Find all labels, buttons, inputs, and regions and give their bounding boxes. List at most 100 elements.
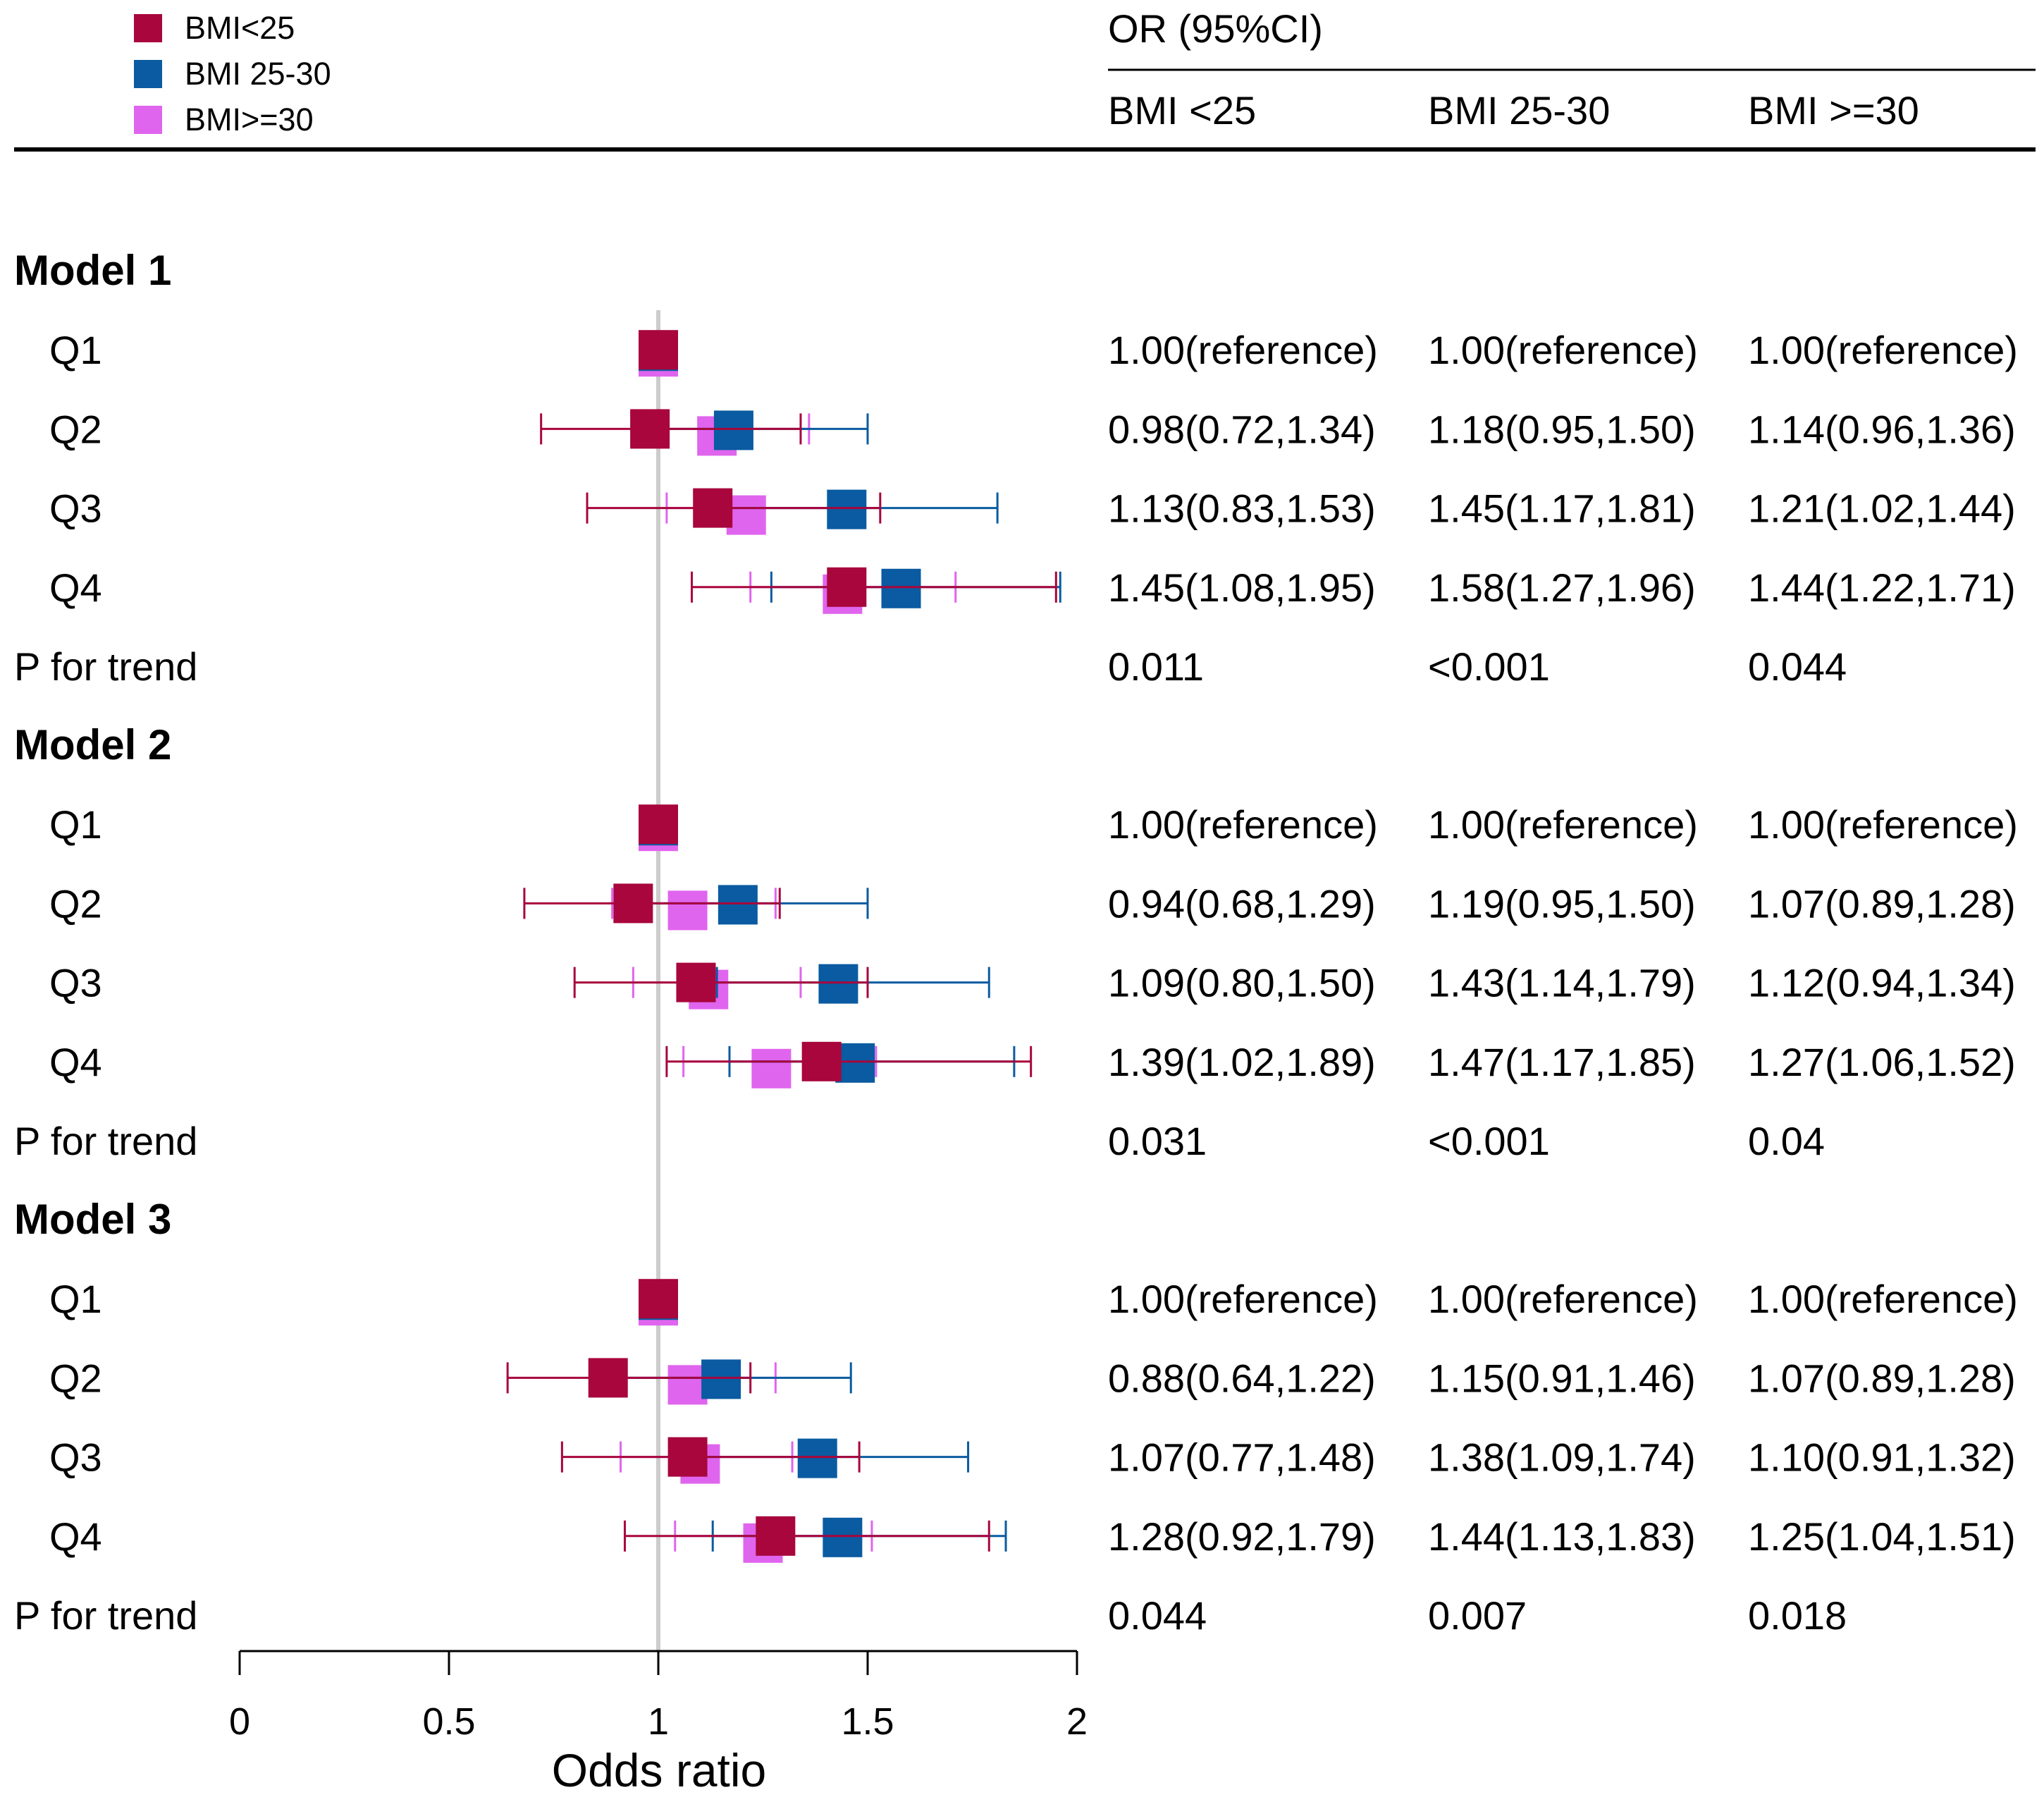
x-tick-label-1-5: 1.5 [841,1700,894,1743]
point-estimate [881,568,921,608]
model-1-p-trend-bmi-25-30: <0.001 [1428,644,1550,689]
model-2-q3-mark-bmi-25 [573,962,869,1002]
table-header-col-bmi-under-25: BMI <25 [1108,88,1256,133]
point-estimate [613,883,653,924]
point-estimate [801,1041,842,1081]
model-2-q3-or-bmi-25: 1.09(0.80,1.50) [1108,961,1376,1005]
x-tick-label-0: 0 [229,1700,250,1743]
model-3-q3-or-bmi-25-30: 1.38(1.09,1.74) [1428,1435,1696,1480]
model-1-q3-or-bmi-25: 1.13(0.83,1.53) [1108,486,1376,531]
model-3-q3-label: Q3 [49,1435,102,1480]
model-1-p-trend-label: P for trend [14,644,197,689]
model-3-q2-or-bmi-25: 0.88(0.64,1.22) [1108,1356,1376,1400]
model-1-q4-or-bmi-25: 1.45(1.08,1.95) [1108,565,1376,610]
model-1-q2-or-bmi-25-30: 1.18(0.95,1.50) [1428,407,1696,451]
x-axis: 0 0.5 1 1.5 2 [229,1650,1088,1743]
model-1-q1-label: Q1 [49,328,102,372]
model-2-q1-mark-bmi-25 [639,804,678,845]
legend-label-bmi-25-30: BMI 25-30 [185,56,331,92]
model-1-q4-or-bmi-25-30: 1.58(1.27,1.96) [1428,565,1696,610]
model-1-q4-mark-bmi-25-30 [770,568,1061,608]
point-estimate [701,1359,741,1399]
model-1-q3-mark-bmi-25 [586,488,882,528]
model-1-q3-label: Q3 [49,486,102,531]
point-estimate [827,567,867,607]
point-estimate [823,1517,863,1557]
model-2-q2-or-bmi-30: 1.07(0.89,1.28) [1748,881,2016,926]
model-3-p-trend-bmi-25: 0.044 [1108,1593,1207,1638]
model-2-p-trend-label: P for trend [14,1119,197,1163]
point-estimate [751,1048,792,1089]
model-3-q1-or-bmi-25-30: 1.00(reference) [1428,1277,1698,1321]
model-2-q3-mark-bmi-25-30 [715,964,990,1004]
model-3-p-trend-bmi-30: 0.018 [1748,1593,1847,1638]
model-2-q2-label: Q2 [49,881,102,926]
table-header: OR (95%CI) BMI <25 BMI 25-30 BMI >=30 [14,6,2036,152]
point-estimate [588,1358,628,1398]
model-2-q1-or-bmi-25-30: 1.00(reference) [1428,802,1698,847]
model-2-q4-label: Q4 [49,1040,102,1084]
x-axis-title: Odds ratio [552,1744,766,1796]
model-1-q4-label: Q4 [49,565,102,610]
model-3-q1-mark-bmi-25 [639,1279,678,1319]
model-2-p-trend-bmi-25-30: <0.001 [1428,1119,1550,1163]
model-1-q1-mark-bmi-25 [639,330,678,370]
model-3-q3-mark-bmi-25-30 [694,1438,970,1478]
model-2-q4-or-bmi-25: 1.39(1.02,1.89) [1108,1040,1376,1084]
model-3-q1-or-bmi-25: 1.00(reference) [1108,1277,1378,1321]
model-3-q2-label: Q2 [49,1356,102,1400]
point-estimate [667,890,708,931]
model-2-q4-mark-bmi-25 [665,1041,1033,1081]
model-1-q2-or-bmi-25: 0.98(0.72,1.34) [1108,407,1376,451]
model-1-p-trend-bmi-30: 0.044 [1748,644,1847,689]
model-1-title: Model 1 [14,247,171,294]
legend-label-bmi-under-25: BMI<25 [185,10,295,46]
model-3-q2-or-bmi-30: 1.07(0.89,1.28) [1748,1356,2016,1400]
model-2-q1-or-bmi-30: 1.00(reference) [1748,802,2018,847]
point-estimate [639,1279,678,1319]
model-3-q3-mark-bmi-25 [560,1437,861,1477]
legend-swatch-bmi-25-30 [134,60,162,88]
model-1-q3-mark-bmi-25-30 [728,489,999,529]
legend: BMI<25 BMI 25-30 BMI>=30 [134,10,331,137]
model-3-q3-or-bmi-30: 1.10(0.91,1.32) [1748,1435,2016,1480]
model-1-p-trend-bmi-25: 0.011 [1108,644,1204,689]
model-1-q1-or-bmi-25: 1.00(reference) [1108,328,1378,372]
point-estimate [630,409,670,449]
model-3-q2-or-bmi-25-30: 1.15(0.91,1.46) [1428,1356,1696,1400]
point-estimate [718,885,758,925]
point-estimate [726,495,766,535]
model-1-q3-or-bmi-30: 1.21(1.02,1.44) [1748,486,2016,531]
model-1-q2-mark-bmi-25-30 [636,410,869,450]
model-2-q4-or-bmi-30: 1.27(1.06,1.52) [1748,1040,2016,1084]
table-header-col-bmi-30-plus: BMI >=30 [1748,88,1919,133]
model-1-q3-or-bmi-25-30: 1.45(1.17,1.81) [1428,486,1696,531]
model-2-q2-mark-bmi-25 [523,883,781,924]
x-tick-label-1: 1 [648,1700,669,1743]
model-1-q1-or-bmi-30: 1.00(reference) [1748,328,2018,372]
model-3-q2-mark-bmi-25-30 [620,1359,852,1399]
model-3-q3-or-bmi-25: 1.07(0.77,1.48) [1108,1435,1376,1480]
point-estimate [667,1437,708,1477]
model-2-q1-label: Q1 [49,802,102,847]
model-2-q1-or-bmi-25: 1.00(reference) [1108,802,1378,847]
model-2-p-trend-bmi-25: 0.031 [1108,1119,1207,1163]
point-estimate [676,962,716,1002]
legend-swatch-bmi-under-25 [134,14,162,42]
point-estimate [639,330,678,370]
x-tick-label-2: 2 [1066,1700,1088,1743]
model-3-q1-or-bmi-30: 1.00(reference) [1748,1277,2018,1321]
point-estimate [667,1365,708,1405]
model-2-q2-or-bmi-25: 0.94(0.68,1.29) [1108,881,1376,926]
model-2-q2-or-bmi-25-30: 1.19(0.95,1.50) [1428,881,1696,926]
model-1-q2-mark-bmi-25 [540,409,802,449]
model-1-q2-label: Q2 [49,407,102,451]
point-estimate [756,1516,796,1556]
model-2-q3-label: Q3 [49,961,102,1005]
model-3-q4-or-bmi-25-30: 1.44(1.13,1.83) [1428,1514,1696,1559]
model-3-p-trend-bmi-25-30: 0.007 [1428,1593,1527,1638]
model-3-q2-mark-bmi-25 [506,1358,752,1398]
point-estimate [693,488,733,528]
model-2-q3-or-bmi-30: 1.12(0.94,1.34) [1748,961,2016,1005]
